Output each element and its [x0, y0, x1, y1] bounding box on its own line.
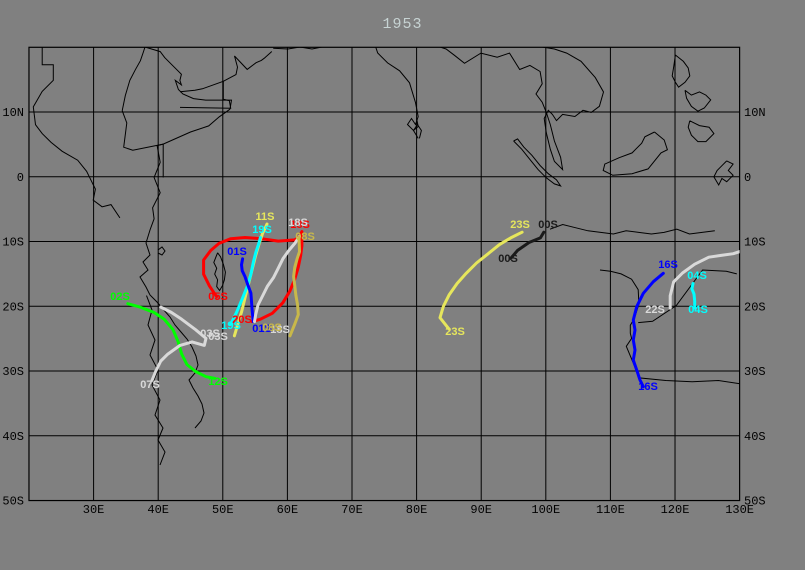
- svg-text:80E: 80E: [406, 503, 428, 517]
- svg-text:70E: 70E: [341, 503, 363, 517]
- svg-text:40S: 40S: [744, 430, 766, 444]
- svg-text:16S: 16S: [638, 381, 658, 393]
- svg-text:05S: 05S: [208, 291, 228, 303]
- svg-text:03S: 03S: [208, 331, 228, 343]
- svg-text:90E: 90E: [470, 503, 492, 517]
- svg-text:100E: 100E: [531, 503, 560, 517]
- svg-text:11S: 11S: [256, 211, 275, 223]
- svg-text:01S: 01S: [227, 246, 247, 258]
- svg-text:40E: 40E: [147, 503, 169, 517]
- svg-text:02S: 02S: [110, 291, 130, 303]
- svg-text:19S: 19S: [221, 320, 241, 332]
- svg-text:20S: 20S: [2, 300, 24, 314]
- svg-text:10N: 10N: [2, 106, 24, 120]
- svg-text:120E: 120E: [661, 503, 690, 517]
- svg-text:30S: 30S: [2, 365, 24, 379]
- svg-text:00S: 00S: [498, 253, 518, 265]
- svg-text:08S: 08S: [295, 231, 315, 243]
- svg-text:04S: 04S: [687, 270, 707, 282]
- svg-text:07S: 07S: [140, 379, 160, 391]
- svg-text:04S: 04S: [688, 304, 708, 316]
- svg-text:22S: 22S: [645, 304, 665, 316]
- svg-text:23S: 23S: [445, 326, 465, 338]
- svg-text:10S: 10S: [2, 236, 24, 250]
- svg-text:23S: 23S: [510, 219, 530, 231]
- svg-text:30S: 30S: [744, 365, 766, 379]
- svg-text:12S: 12S: [208, 376, 228, 388]
- svg-text:19S: 19S: [252, 224, 272, 236]
- svg-text:08S: 08S: [262, 322, 282, 334]
- svg-text:18S: 18S: [288, 217, 308, 229]
- svg-text:50E: 50E: [212, 503, 234, 517]
- svg-text:10S: 10S: [744, 236, 766, 250]
- svg-text:0: 0: [744, 171, 751, 185]
- svg-text:0: 0: [17, 171, 24, 185]
- svg-text:30E: 30E: [83, 503, 105, 517]
- svg-text:20S: 20S: [744, 300, 766, 314]
- svg-text:16S: 16S: [658, 259, 678, 271]
- svg-text:00S: 00S: [538, 219, 558, 231]
- svg-text:60E: 60E: [277, 503, 299, 517]
- svg-text:10N: 10N: [744, 106, 766, 120]
- svg-text:110E: 110E: [596, 503, 625, 517]
- svg-text:130E: 130E: [725, 503, 754, 517]
- svg-text:40S: 40S: [2, 430, 24, 444]
- svg-text:50S: 50S: [2, 495, 24, 509]
